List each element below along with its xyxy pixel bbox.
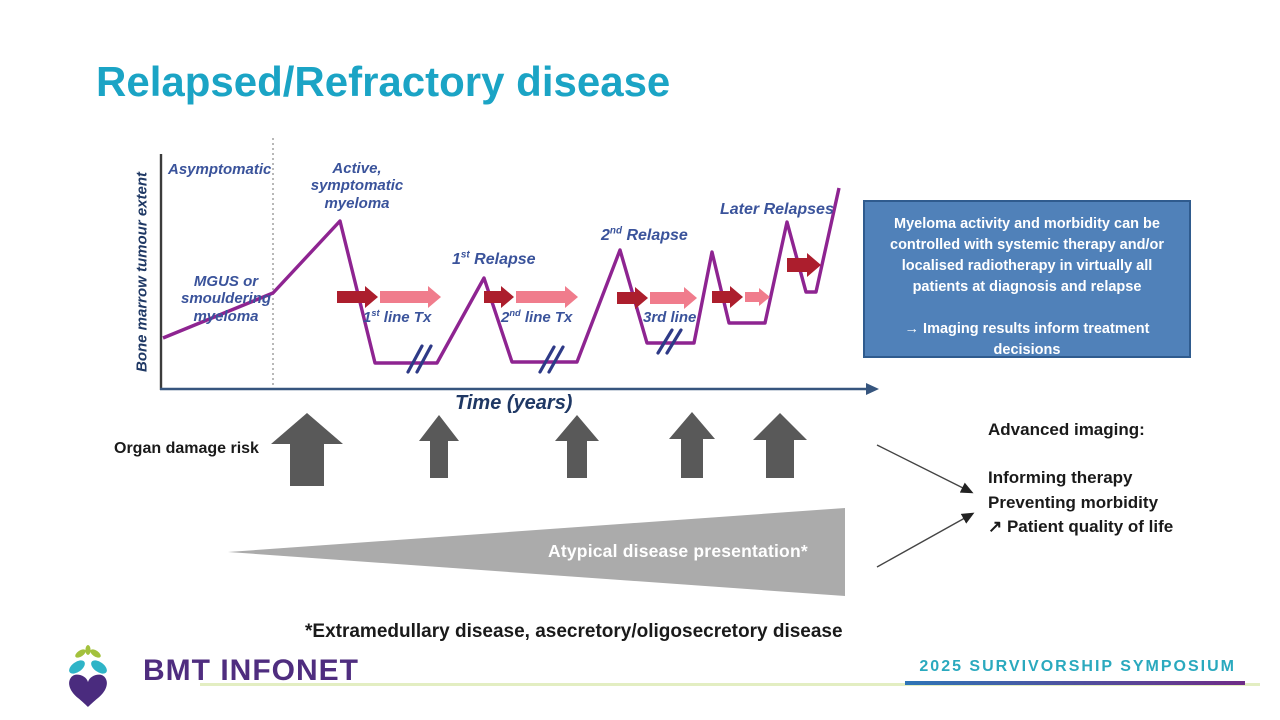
info-box-paragraph-1: Myeloma activity and morbidity can be co… (890, 216, 1164, 296)
bmt-infonet-logo-text: BMT INFONET (143, 654, 359, 687)
tx1-dark-arrow (337, 286, 378, 308)
tx4-dark-arrow (712, 286, 743, 308)
advanced-imaging-item-1: Informing therapy (988, 468, 1133, 487)
slide-title: Relapsed/Refractory disease (96, 58, 671, 105)
tx3-pink-arrow (650, 287, 697, 309)
advanced-imaging-items: Informing therapy Preventing morbidity ↗… (988, 466, 1173, 540)
mgus-label: MGUS or smouldering myeloma (180, 273, 271, 325)
organ-damage-arrow-3 (555, 415, 599, 478)
footer-pale-green-line (200, 683, 1260, 686)
first-relapse-label: 1st Relapse (452, 249, 536, 268)
tx3-dark-arrow (617, 287, 648, 309)
logo-teal-leaves (69, 660, 107, 674)
third-line-label: 3rd line (643, 309, 697, 326)
footnote: *Extramedullary disease, asecretory/olig… (305, 621, 843, 642)
axis-break-marks (406, 328, 683, 374)
later-relapses-label: Later Relapses (720, 201, 834, 218)
tx4-pink-arrow (745, 288, 770, 306)
advanced-imaging-item-3: ↗ Patient quality of life (988, 517, 1174, 536)
organ-damage-risk-label: Organ damage risk (114, 440, 259, 457)
y-axis-label: Bone marrow tumour extent (133, 171, 151, 373)
treatment-arrows (337, 253, 821, 309)
organ-damage-arrow-4 (669, 412, 715, 478)
tx1-pink-arrow (380, 286, 441, 308)
advanced-imaging-heading: Advanced imaging: (988, 420, 1145, 439)
bmt-infonet-logo-icon (69, 645, 107, 707)
second-line-tx-label: 2nd line Tx (501, 308, 573, 326)
atypical-presentation-label: Atypical disease presentation* (548, 541, 808, 561)
tx2-dark-arrow (484, 286, 514, 308)
organ-damage-arrow-5 (753, 413, 807, 478)
info-box: Myeloma activity and morbidity can be co… (863, 200, 1191, 358)
info-box-paragraph-2: → Imaging results inform treatment decis… (904, 321, 1150, 359)
tx2-pink-arrow (516, 286, 578, 308)
advanced-imaging-item-2: Preventing morbidity (988, 492, 1159, 512)
atypical-presentation-triangle (228, 508, 845, 596)
footer-gradient-underline (905, 681, 1245, 685)
first-line-tx-label: 1st line Tx (363, 308, 432, 326)
organ-damage-arrows (271, 412, 807, 486)
connector-arrows (876, 444, 975, 568)
phase-active-label: Active, symptomatic myeloma (310, 160, 404, 212)
connector-arrow-top (876, 444, 974, 494)
organ-damage-arrow-1 (271, 413, 343, 486)
tx5-dark-arrow (787, 253, 821, 277)
organ-damage-arrow-2 (419, 415, 459, 478)
logo-heart (69, 674, 107, 707)
connector-arrow-bottom (876, 512, 975, 568)
x-axis-label: Time (years) (455, 392, 573, 414)
second-relapse-label: 2nd Relapse (601, 225, 688, 244)
logo-sprout-leaves (75, 645, 101, 658)
x-axis-arrowhead (866, 383, 879, 395)
phase-asymptomatic-label: Asymptomatic (168, 161, 272, 178)
symposium-title: 2025 SURVIVORSHIP SYMPOSIUM (919, 658, 1236, 675)
